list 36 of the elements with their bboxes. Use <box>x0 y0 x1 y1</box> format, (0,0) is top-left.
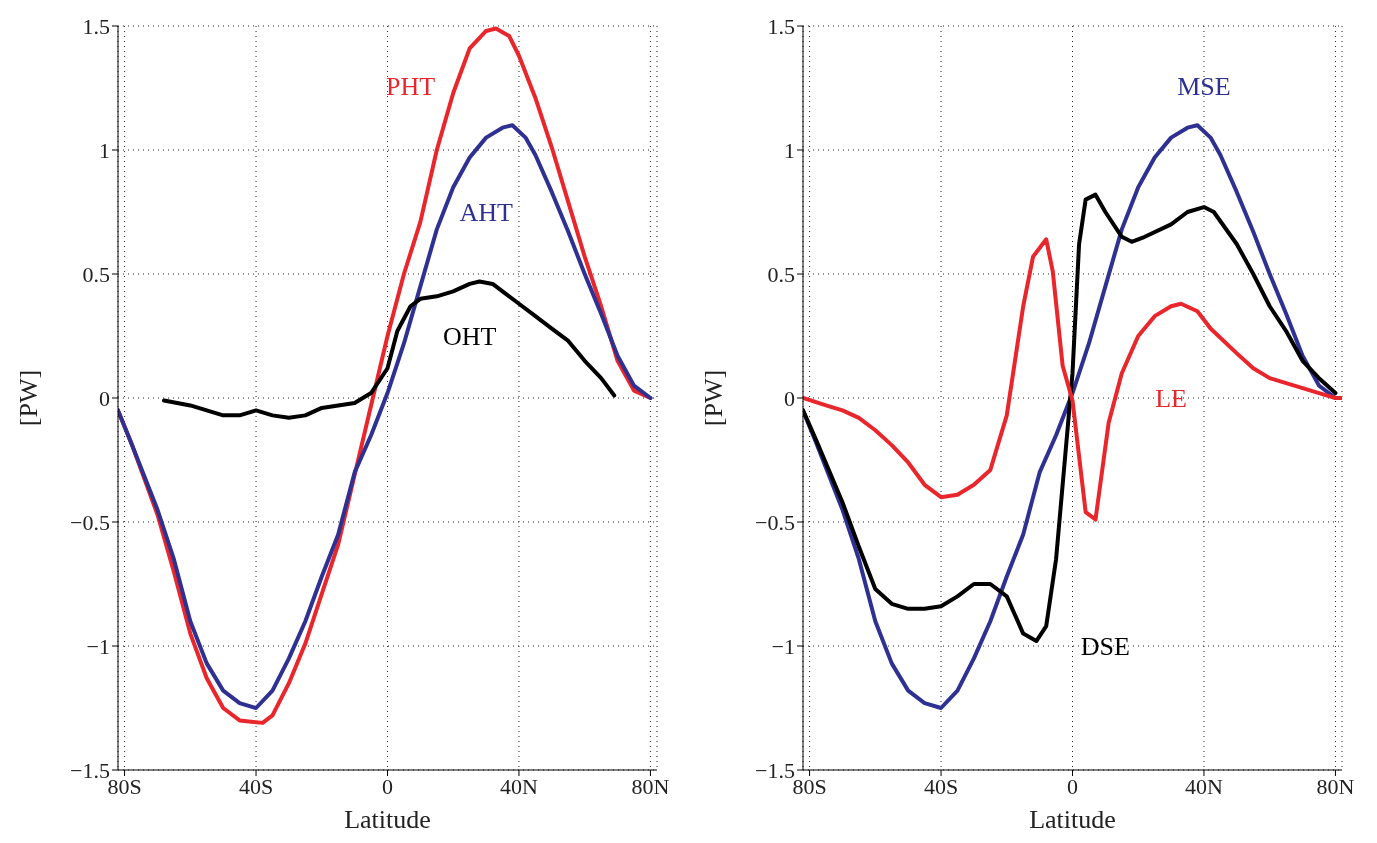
line-series <box>803 237 1342 522</box>
x-tick-label: 40N <box>500 773 539 799</box>
x-tick-label: 40S <box>923 773 959 799</box>
y-tick-label: −0.5 <box>755 509 795 535</box>
x-tick-label: 40S <box>238 773 274 799</box>
line-series <box>118 123 653 710</box>
annotation: OHT <box>442 322 497 352</box>
y-tick-label: 1.5 <box>767 13 795 39</box>
y-tick-label: 1 <box>99 137 110 163</box>
y-tick-label: 0.5 <box>82 261 110 287</box>
y-tick-label: −1.5 <box>70 757 110 783</box>
y-axis-title: [PW] <box>699 369 729 427</box>
y-axis-title: [PW] <box>14 369 44 427</box>
y-tick-label: 0 <box>784 385 795 411</box>
y-tick-label: −1 <box>86 633 110 659</box>
x-axis-title: Latitude <box>1029 805 1116 834</box>
y-tick-label: 0 <box>99 385 110 411</box>
annotation: PHT <box>385 71 436 101</box>
y-tick-label: 0.5 <box>767 261 795 287</box>
y-tick-label: −1 <box>771 633 795 659</box>
y-tick-label: 1.5 <box>82 13 110 39</box>
annotation: MSE <box>1177 71 1231 101</box>
line-series <box>162 279 617 420</box>
x-tick-label: 0 <box>382 773 393 799</box>
x-tick-label: 40N <box>1185 773 1224 799</box>
x-axis-title: Latitude <box>344 805 431 834</box>
annotation: AHT <box>459 198 513 228</box>
x-tick-label: 0 <box>1067 773 1078 799</box>
y-tick-label: −1.5 <box>755 757 795 783</box>
y-tick-label: −0.5 <box>70 509 110 535</box>
line-series <box>803 123 1338 710</box>
annotation: DSE <box>1080 632 1130 662</box>
x-tick-label: 80N <box>1316 773 1355 799</box>
y-tick-label: 1 <box>784 137 795 163</box>
x-tick-label: 80N <box>631 773 670 799</box>
annotation: LE <box>1155 384 1187 414</box>
